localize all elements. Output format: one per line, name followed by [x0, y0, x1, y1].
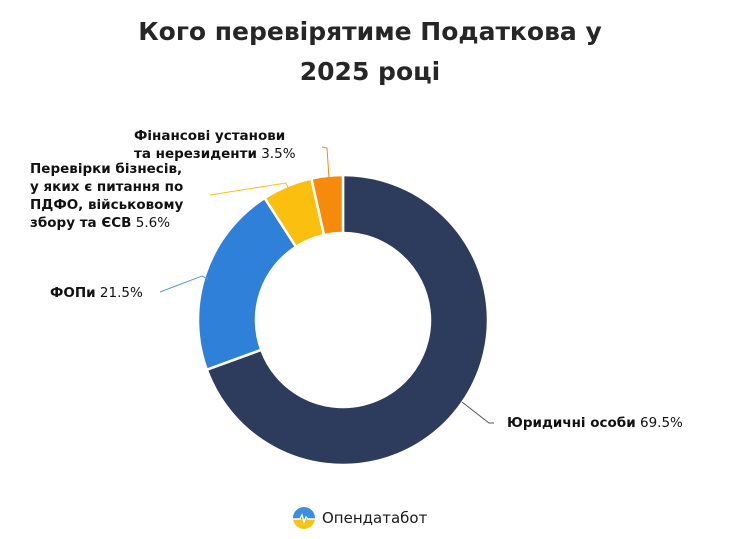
label-finance: Фінансові установи та нерезиденти 3.5%: [134, 128, 296, 162]
opendatabot-logo-icon: [293, 507, 315, 529]
title-line-2: 2025 році: [299, 57, 441, 86]
leader-line-business: [209, 182, 291, 196]
donut-slices: [196, 173, 490, 467]
label-business: Перевірки бізнесів, у яких є питання по …: [30, 161, 184, 231]
footer-brand: Опендатабот: [292, 506, 427, 530]
chart-title: Кого перевірятиме Податкова у 2025 році: [0, 12, 740, 92]
slice-financial-institutions: [310, 173, 345, 237]
leader-line-legal: [461, 401, 494, 424]
leader-line-fop: [159, 275, 209, 293]
leader-line-finance: [321, 146, 330, 179]
slice-legal-entities: [205, 173, 490, 467]
brand-name: Опендатабот: [322, 509, 428, 527]
label-fop: ФОПи 21.5%: [50, 285, 143, 301]
label-legal: Юридичні особи 69.5%: [507, 415, 683, 431]
title-line-1: Кого перевірятиме Податкова у: [138, 17, 602, 46]
